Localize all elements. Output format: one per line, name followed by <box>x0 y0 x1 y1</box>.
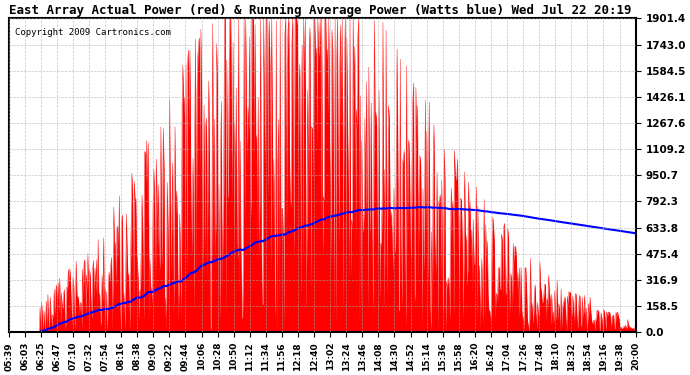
Text: Copyright 2009 Cartronics.com: Copyright 2009 Cartronics.com <box>15 28 171 37</box>
Text: East Array Actual Power (red) & Running Average Power (Watts blue) Wed Jul 22 20: East Array Actual Power (red) & Running … <box>9 4 631 17</box>
